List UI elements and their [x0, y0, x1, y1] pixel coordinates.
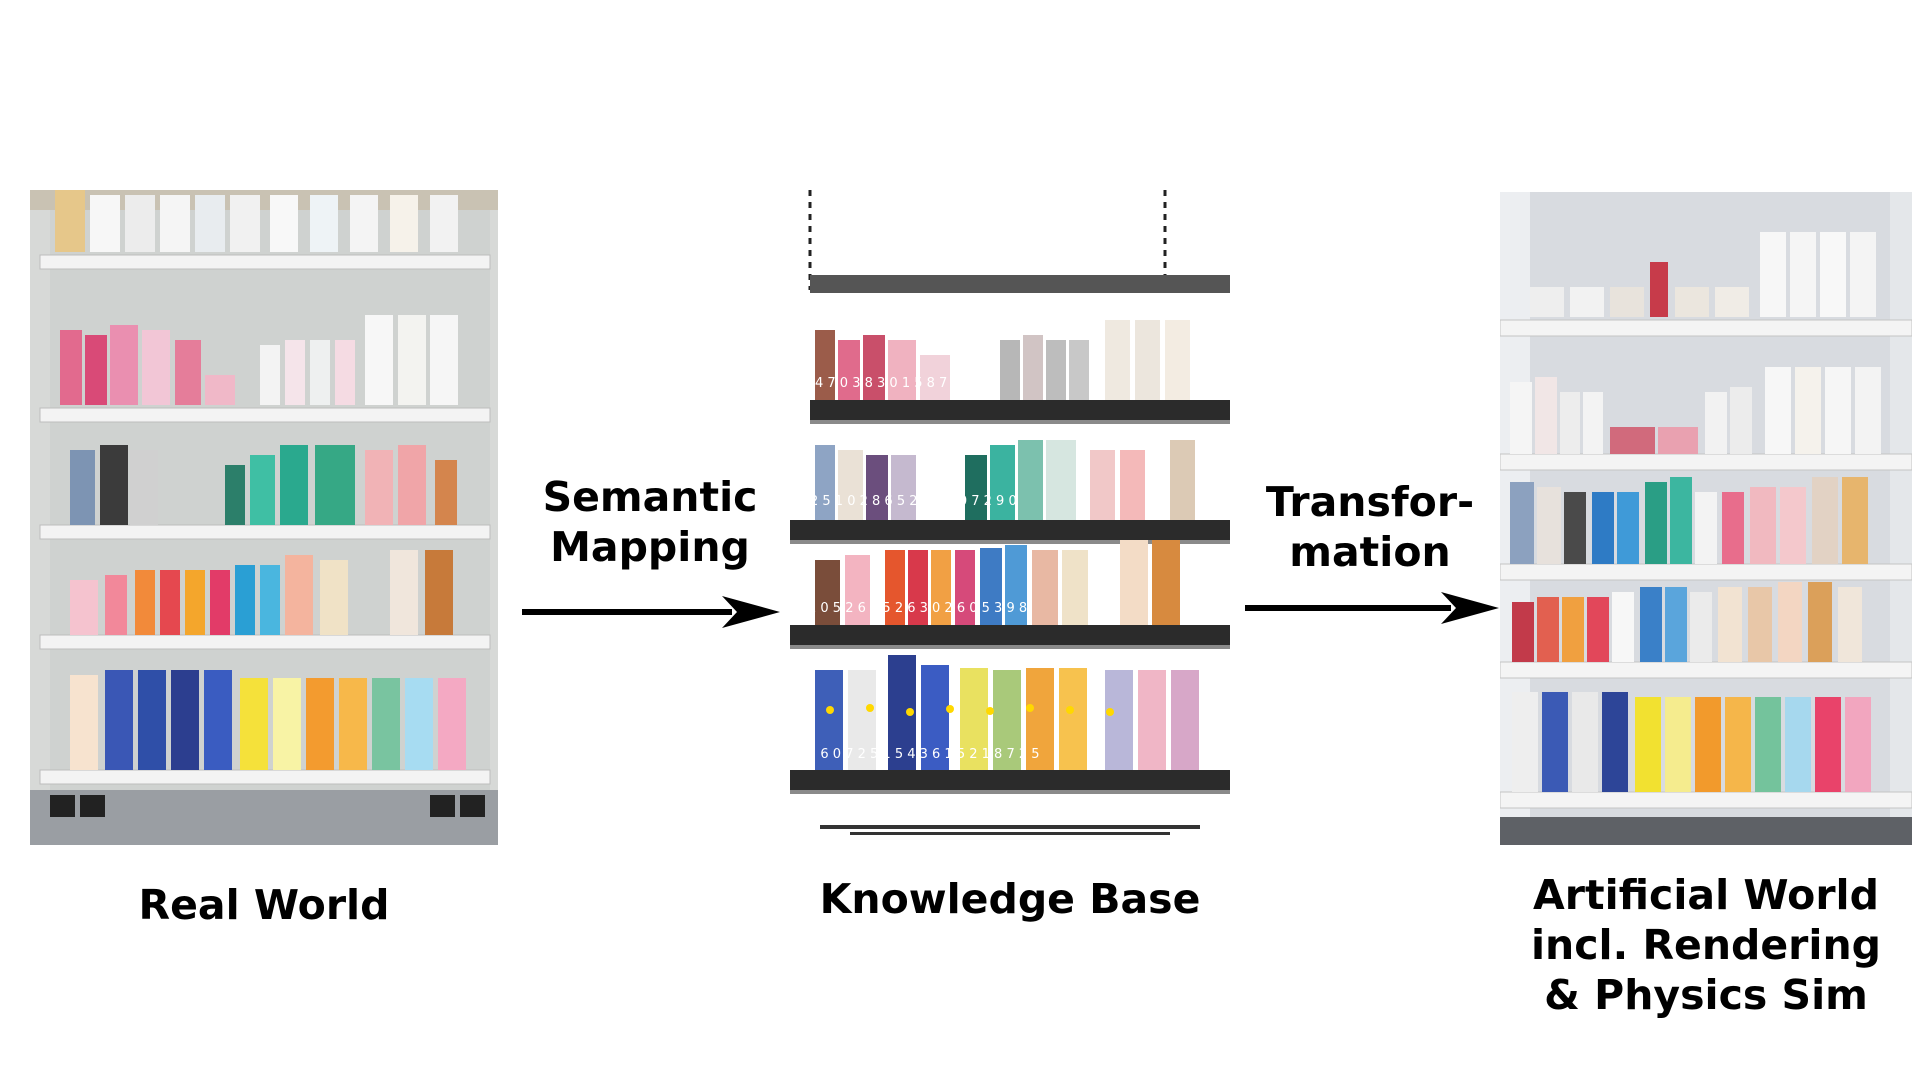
knowledge-base-image: 4 7 0 3 8 3 0 1 5 8 7 2 8 7 2 5 1 0 2 8 … — [790, 190, 1230, 845]
artificial-world-line-1: Artificial World — [1533, 871, 1879, 919]
artificial-world-line-3: & Physics Sim — [1544, 971, 1868, 1019]
real-world-shelf-illustration — [30, 190, 498, 845]
real-world-caption: Real World — [138, 881, 390, 929]
knowledge-base-shelf-illustration: 4 7 0 3 8 3 0 1 5 8 7 2 8 7 2 5 1 0 2 8 … — [790, 190, 1230, 845]
knowledge-base-caption: Knowledge Base — [819, 875, 1201, 923]
semantic-mapping-label: Semantic Mapping — [520, 472, 780, 572]
real-world-image — [30, 190, 498, 845]
transformation-arrow — [1245, 588, 1499, 628]
semantic-mapping-arrow — [522, 592, 780, 632]
semantic-mapping-line-2: Mapping — [550, 523, 750, 571]
kb-row2-labels: 2 5 1 0 2 8 6 5 2 3 8 3 0 7 2 9 0 — [810, 494, 1017, 509]
transformation-label: Transfor- mation — [1245, 477, 1495, 577]
artificial-world-image — [1500, 192, 1912, 845]
kb-row1-labels: 4 7 0 3 8 3 0 1 5 8 7 2 8 7 — [815, 376, 985, 391]
semantic-mapping-line-1: Semantic — [542, 473, 758, 521]
artificial-world-shelf-illustration — [1500, 192, 1912, 845]
artificial-world-line-2: incl. Rendering — [1531, 921, 1881, 969]
kb-row3-labels: 1 0 5 2 6 0 5 2 6 3 0 2 6 0 5 3 9 8 — [808, 601, 1027, 616]
transformation-line-1: Transfor- — [1265, 478, 1475, 526]
kb-row4-labels: 2 6 0 7 2 5 1 5 4 3 6 1 5 2 1 8 7 2 5 — [808, 747, 1040, 762]
transformation-line-2: mation — [1289, 528, 1451, 576]
artificial-world-caption: Artificial World incl. Rendering & Physi… — [1500, 870, 1912, 1020]
